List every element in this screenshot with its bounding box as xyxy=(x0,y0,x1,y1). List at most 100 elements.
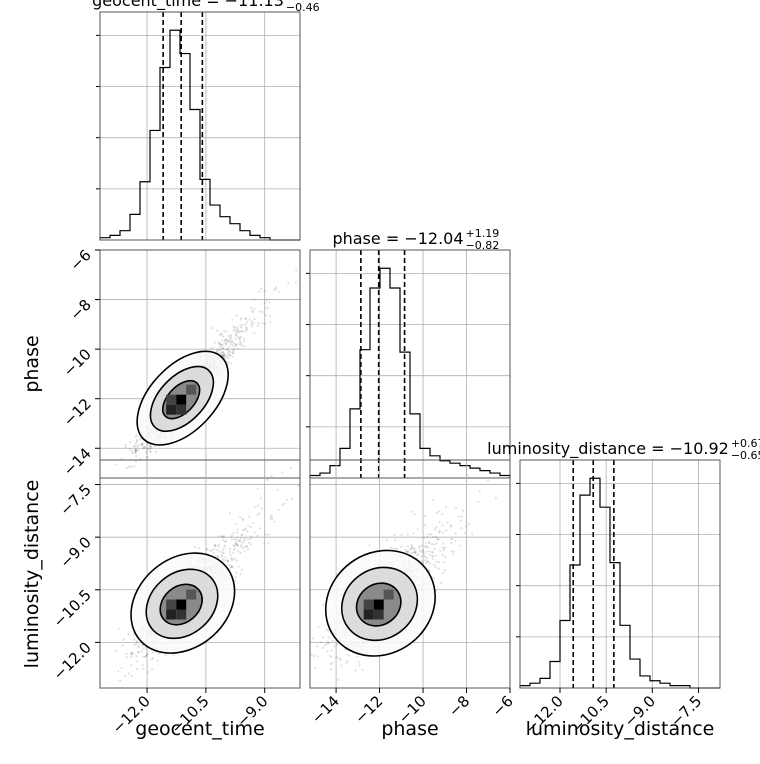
sample-point xyxy=(137,443,140,447)
density-block-4 xyxy=(176,609,187,620)
sample-point xyxy=(218,550,221,553)
sample-point xyxy=(139,444,143,447)
sample-point xyxy=(230,335,233,338)
sample-point xyxy=(147,670,150,674)
sample-point xyxy=(427,533,430,536)
sample-point xyxy=(144,655,147,658)
sample-point xyxy=(241,568,244,571)
sample-point xyxy=(414,552,417,555)
sample-point xyxy=(212,552,215,555)
y-axis-label-luminosity_distance: luminosity_distance xyxy=(21,480,43,669)
sample-point xyxy=(410,546,413,549)
sample-point xyxy=(263,302,266,305)
sample-point xyxy=(407,550,410,553)
sample-point xyxy=(226,559,230,563)
hist-panel-geocent_time: geocent_time = −11.13+0.54−0.46 xyxy=(92,0,320,241)
sample-point xyxy=(226,351,229,354)
sample-point xyxy=(235,559,238,562)
sample-point xyxy=(236,331,239,334)
sample-point xyxy=(132,465,135,468)
sample-point xyxy=(278,290,281,293)
sample-point xyxy=(438,531,441,534)
sample-point xyxy=(405,550,408,553)
sample-point xyxy=(247,525,250,528)
sample-point xyxy=(361,668,364,671)
sample-point xyxy=(414,551,417,554)
sample-point xyxy=(145,653,148,657)
sample-point xyxy=(250,320,253,323)
sample-point xyxy=(418,545,421,548)
sample-point xyxy=(232,329,235,332)
sample-point xyxy=(224,356,227,359)
sample-point xyxy=(235,343,238,346)
sample-point xyxy=(263,289,266,292)
sample-point xyxy=(239,551,242,555)
sample-point xyxy=(221,339,224,342)
sample-point xyxy=(478,490,481,493)
sample-point xyxy=(222,354,225,357)
sample-point xyxy=(436,542,439,545)
x-axis-label-phase: phase xyxy=(381,718,438,740)
sample-point xyxy=(266,306,270,309)
sample-point xyxy=(134,449,137,452)
panel-frame xyxy=(99,459,301,689)
sample-point xyxy=(224,559,227,562)
sample-point xyxy=(230,556,233,559)
panel-title-geocent_time: geocent_time = −11.13 xyxy=(92,0,284,11)
sample-point xyxy=(452,553,455,556)
y-axis-label-phase: phase xyxy=(21,335,43,392)
sample-point xyxy=(223,341,226,344)
sample-point xyxy=(221,352,224,355)
sample-point xyxy=(297,484,300,487)
sample-point xyxy=(333,645,336,648)
sample-point xyxy=(432,535,435,538)
sample-point xyxy=(219,334,222,337)
sample-point xyxy=(319,641,322,644)
sample-point xyxy=(264,533,267,536)
sample-point xyxy=(145,447,148,450)
sample-point xyxy=(225,330,228,333)
sample-point xyxy=(225,342,228,345)
sample-point xyxy=(234,344,238,347)
sample-point xyxy=(224,339,227,342)
sample-point xyxy=(241,517,245,520)
sample-point xyxy=(228,547,232,550)
sample-point xyxy=(246,548,250,551)
sample-point xyxy=(434,566,437,569)
sample-point xyxy=(240,545,243,548)
sample-point xyxy=(124,444,127,447)
sample-point xyxy=(416,528,419,531)
sample-point xyxy=(227,349,231,353)
sample-point xyxy=(420,544,423,547)
sample-point xyxy=(229,343,232,346)
sample-point xyxy=(206,548,209,551)
sample-point xyxy=(234,333,238,336)
sample-point xyxy=(233,326,236,329)
sample-point xyxy=(452,550,455,553)
sample-point xyxy=(148,450,152,453)
sample-point xyxy=(240,343,243,347)
sample-point xyxy=(339,657,342,660)
sample-point xyxy=(258,290,261,293)
sample-point xyxy=(331,661,334,665)
scatter-panel-phase-vs-geocent_time xyxy=(99,249,301,479)
sample-point xyxy=(218,545,221,548)
sample-point xyxy=(450,525,453,528)
sample-point xyxy=(164,654,167,657)
sample-point xyxy=(327,636,330,639)
sample-point xyxy=(149,445,152,448)
sample-point xyxy=(442,549,445,552)
sample-point xyxy=(228,340,231,343)
sample-point xyxy=(223,354,226,357)
sample-point xyxy=(228,354,231,357)
sample-point xyxy=(271,518,274,521)
sample-point xyxy=(222,351,225,354)
sample-point xyxy=(265,299,268,302)
sample-point xyxy=(238,539,241,542)
sample-point xyxy=(139,457,142,460)
sample-point xyxy=(134,442,137,445)
sample-point xyxy=(137,644,140,647)
sample-point xyxy=(134,449,137,452)
sample-point xyxy=(441,531,444,534)
sample-point xyxy=(438,510,441,513)
